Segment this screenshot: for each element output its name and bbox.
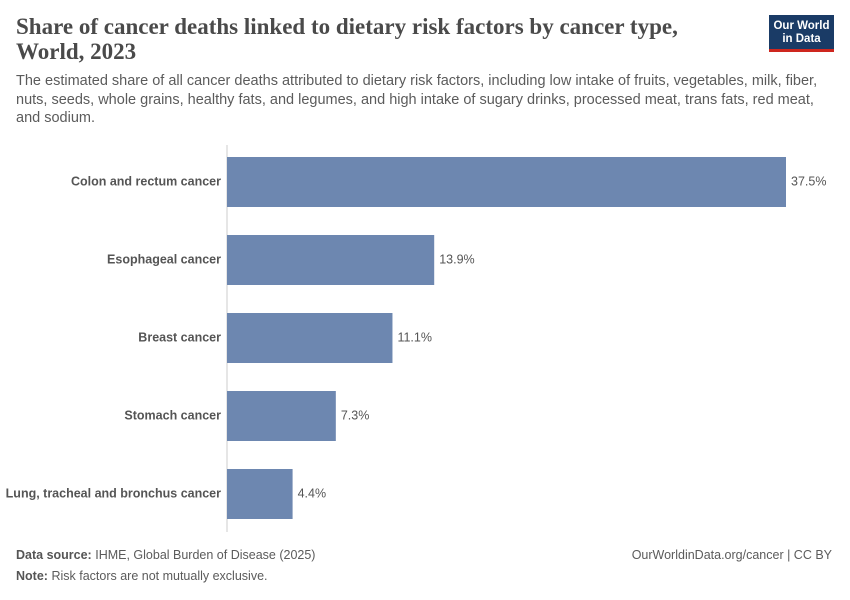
logo-line: in Data — [782, 33, 821, 45]
y-tick-label: Lung, tracheal and bronchus cancer — [6, 486, 221, 500]
value-label: 37.5% — [791, 174, 826, 188]
y-tick-label: Stomach cancer — [124, 408, 221, 422]
logo[interactable]: Our World in Data — [769, 15, 834, 52]
value-label: 13.9% — [439, 252, 474, 266]
value-label: 11.1% — [397, 330, 432, 344]
logo-line: Our World — [773, 20, 830, 32]
note-label: Note: — [16, 569, 48, 583]
note: Note: Risk factors are not mutually excl… — [16, 569, 268, 583]
y-tick-label: Colon and rectum cancer — [71, 174, 221, 188]
source-label: Data source: — [16, 548, 92, 562]
bar — [227, 235, 435, 285]
url[interactable]: OurWorldinData.org/cancer | CC BY — [631, 548, 832, 562]
y-tick-label: Esophageal cancer — [107, 252, 221, 266]
value-label: 4.4% — [298, 486, 327, 500]
bar — [227, 313, 393, 363]
note-text: Risk factors are not mutually exclusive. — [51, 569, 268, 583]
chart: Colon and rectum cancer 37.5% Esophageal c… — [6, 145, 826, 532]
bar — [227, 391, 336, 441]
y-tick-label: Breast cancer — [138, 330, 221, 344]
bar — [227, 157, 786, 207]
source-text: IHME, Global Burden of Disease (2025) — [95, 548, 316, 562]
chart-title: Share of cancer deaths linked to dietary… — [16, 14, 678, 64]
source: Data source: IHME, Global Burden of Dise… — [16, 548, 315, 562]
bar — [227, 469, 293, 519]
chart-subtitle: The estimated share of all cancer deaths… — [16, 73, 818, 126]
value-label: 7.3% — [341, 408, 370, 422]
